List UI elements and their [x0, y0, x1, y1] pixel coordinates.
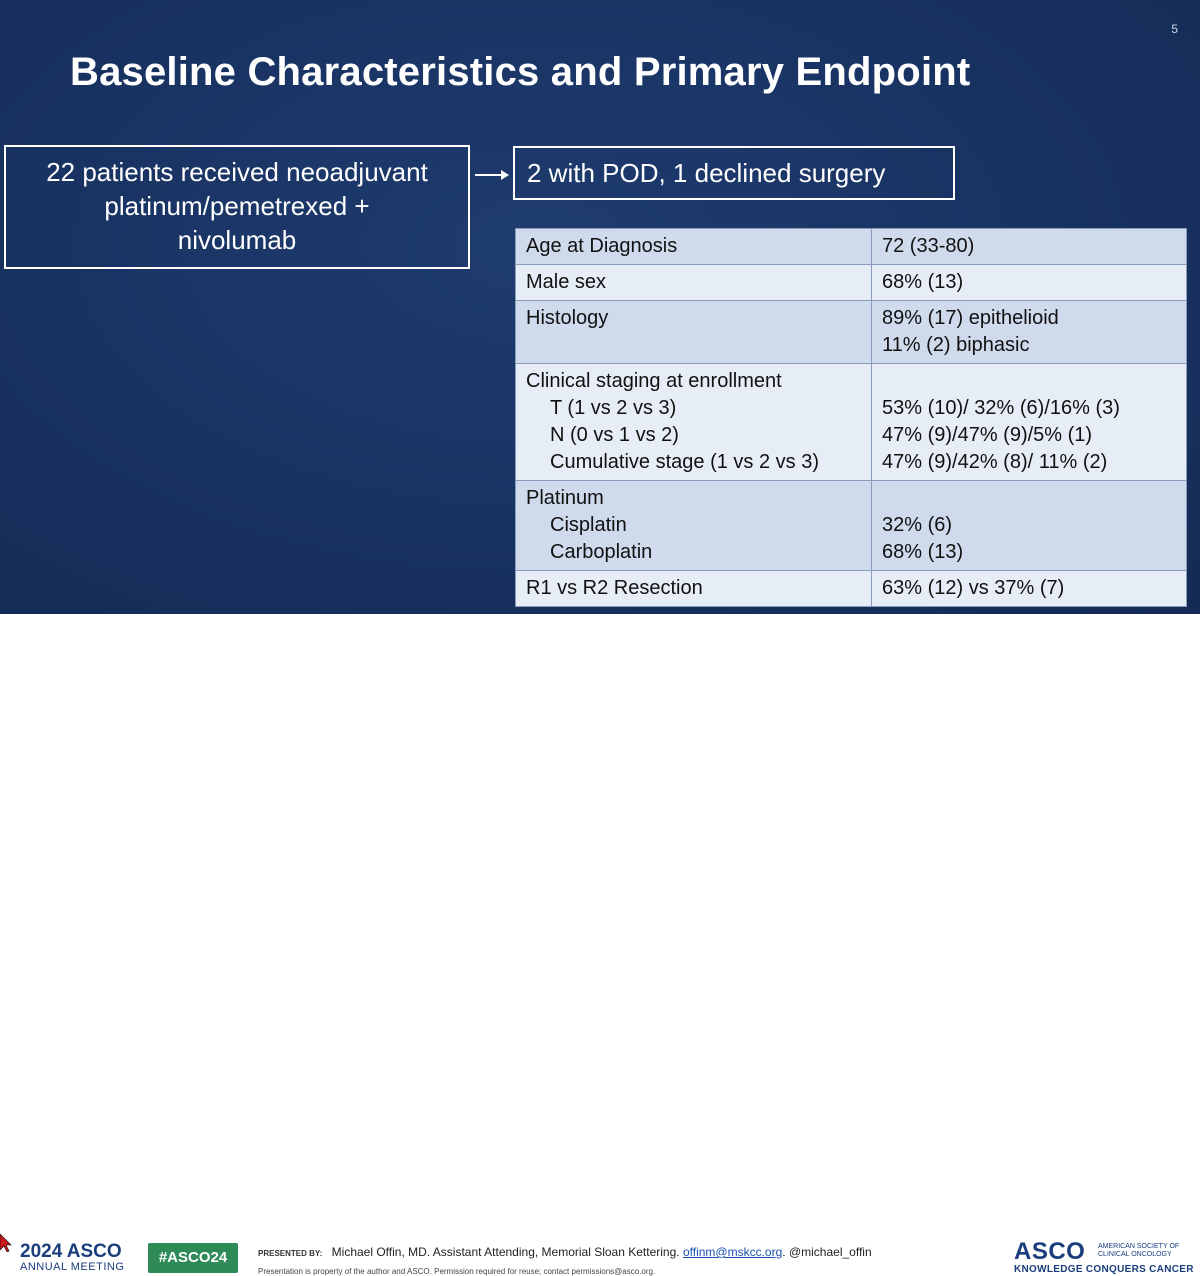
outcome-box: 2 with POD, 1 declined surgery [513, 146, 955, 200]
mouse-pointer-icon [0, 1234, 12, 1252]
footer: 2024 ASCO ANNUAL MEETING #ASCO24 PRESENT… [0, 614, 1200, 1276]
meeting-year: 2024 [20, 1241, 63, 1262]
characteristic-cell: Platinum Cisplatin Carboplatin [515, 480, 872, 571]
hashtag-badge: #ASCO24 [148, 1243, 238, 1273]
enrollment-line-3: nivolumab [177, 225, 297, 255]
characteristic-label: Male sex [526, 271, 607, 293]
value-text: 68% (13) [882, 271, 964, 293]
characteristic-cell: R1 vs R2 Resection [515, 570, 872, 607]
table-row: Platinum Cisplatin Carboplatin 32% (6) 68% … [515, 480, 1187, 571]
characteristic-label: N (0 vs 1 vs 2) [550, 424, 679, 446]
characteristic-label: T (1 vs 2 vs 3) [550, 397, 677, 419]
characteristic-label: Platinum [526, 487, 604, 509]
arrow-right-icon [475, 170, 509, 180]
characteristic-cell: Age at Diagnosis [515, 228, 872, 265]
characteristic-label: Age at Diagnosis [526, 235, 678, 257]
society-name: AMERICAN SOCIETY OF CLINICAL ONCOLOGY [1098, 1243, 1180, 1258]
value-text: 72 (33-80) [882, 235, 975, 257]
asco-annual-meeting-logo: 2024 ASCO ANNUAL MEETING [20, 1241, 124, 1273]
enrollment-line-2: platinum/pemetrexed + [104, 191, 370, 221]
table-row: R1 vs R2 Resection 63% (12) vs 37% (7) [515, 570, 1187, 607]
value-cell: 72 (33-80) [871, 228, 1187, 265]
value-text: 63% (12) vs 37% (7) [882, 577, 1065, 599]
presented-by-label: PRESENTED BY: [258, 1249, 323, 1258]
presenter-handle: . @michael_offin [782, 1245, 872, 1259]
characteristic-cell: Male sex [515, 264, 872, 301]
value-cell: 53% (10)/ 32% (6)/16% (3) 47% (9)/47% (9)… [871, 363, 1187, 481]
characteristic-label: R1 vs R2 Resection [526, 577, 703, 599]
table-row: Clinical staging at enrollment T (1 vs 2 … [515, 363, 1187, 481]
slide: 5 Baseline Characteristics and Primary E… [0, 0, 1200, 614]
tagline: KNOWLEDGE CONQUERS CANCER [1014, 1264, 1194, 1275]
characteristic-label: Histology [526, 307, 609, 329]
value-text: 47% (9)/47% (9)/5% (1) [882, 424, 1093, 446]
asco-wordmark: ASCO [66, 1241, 122, 1262]
value-text: 11% (2) biphasic [882, 334, 1030, 356]
value-text: 89% (17) epithelioid [882, 307, 1059, 329]
annual-meeting-label: ANNUAL MEETING [20, 1261, 125, 1273]
value-text [882, 485, 1176, 512]
value-cell: 63% (12) vs 37% (7) [871, 570, 1187, 607]
characteristic-cell: Histology [515, 300, 872, 364]
asco-logo: ASCO AMERICAN SOCIETY OF CLINICAL ONCOLO… [1014, 1238, 1194, 1275]
value-text: 68% (13) [882, 541, 964, 563]
characteristic-label: Cisplatin [550, 514, 627, 536]
presenter-email-link[interactable]: offinm@mskcc.org [682, 1245, 783, 1259]
value-cell: 32% (6) 68% (13) [871, 480, 1187, 571]
enrollment-line-1: 22 patients received neoadjuvant [46, 157, 428, 187]
table-row: Histology 89% (17) epithelioid 11% (2) bip… [515, 300, 1187, 364]
value-text: 53% (10)/ 32% (6)/16% (3) [882, 397, 1120, 419]
copyright-notice: Presentation is property of the author a… [258, 1267, 656, 1276]
enrollment-box: 22 patients received neoadjuvant platinu… [4, 145, 470, 269]
value-cell: 68% (13) [871, 264, 1187, 301]
presenter-credit: PRESENTED BY: Michael Offin, MD. Assista… [258, 1245, 872, 1259]
baseline-table: Age at Diagnosis 72 (33-80) Male sex 68% (1… [515, 228, 1187, 607]
characteristic-label: Carboplatin [550, 541, 653, 563]
table-row: Male sex 68% (13) [515, 264, 1187, 301]
value-text: 47% (9)/42% (8)/ 11% (2) [882, 451, 1108, 473]
value-cell: 89% (17) epithelioid 11% (2) biphasic [871, 300, 1187, 364]
page-number: 5 [1171, 22, 1178, 36]
asco-brand: ASCO [1014, 1238, 1086, 1265]
slide-title: Baseline Characteristics and Primary End… [70, 50, 971, 94]
value-text: 32% (6) [882, 514, 953, 536]
characteristic-label: Cumulative stage (1 vs 2 vs 3) [550, 451, 819, 473]
value-text [882, 368, 1176, 395]
presenter-name: Michael Offin, MD. Assistant Attending, … [331, 1245, 680, 1259]
characteristic-cell: Clinical staging at enrollment T (1 vs 2 … [515, 363, 872, 481]
table-row: Age at Diagnosis 72 (33-80) [515, 228, 1187, 265]
characteristic-label: Clinical staging at enrollment [526, 370, 782, 392]
